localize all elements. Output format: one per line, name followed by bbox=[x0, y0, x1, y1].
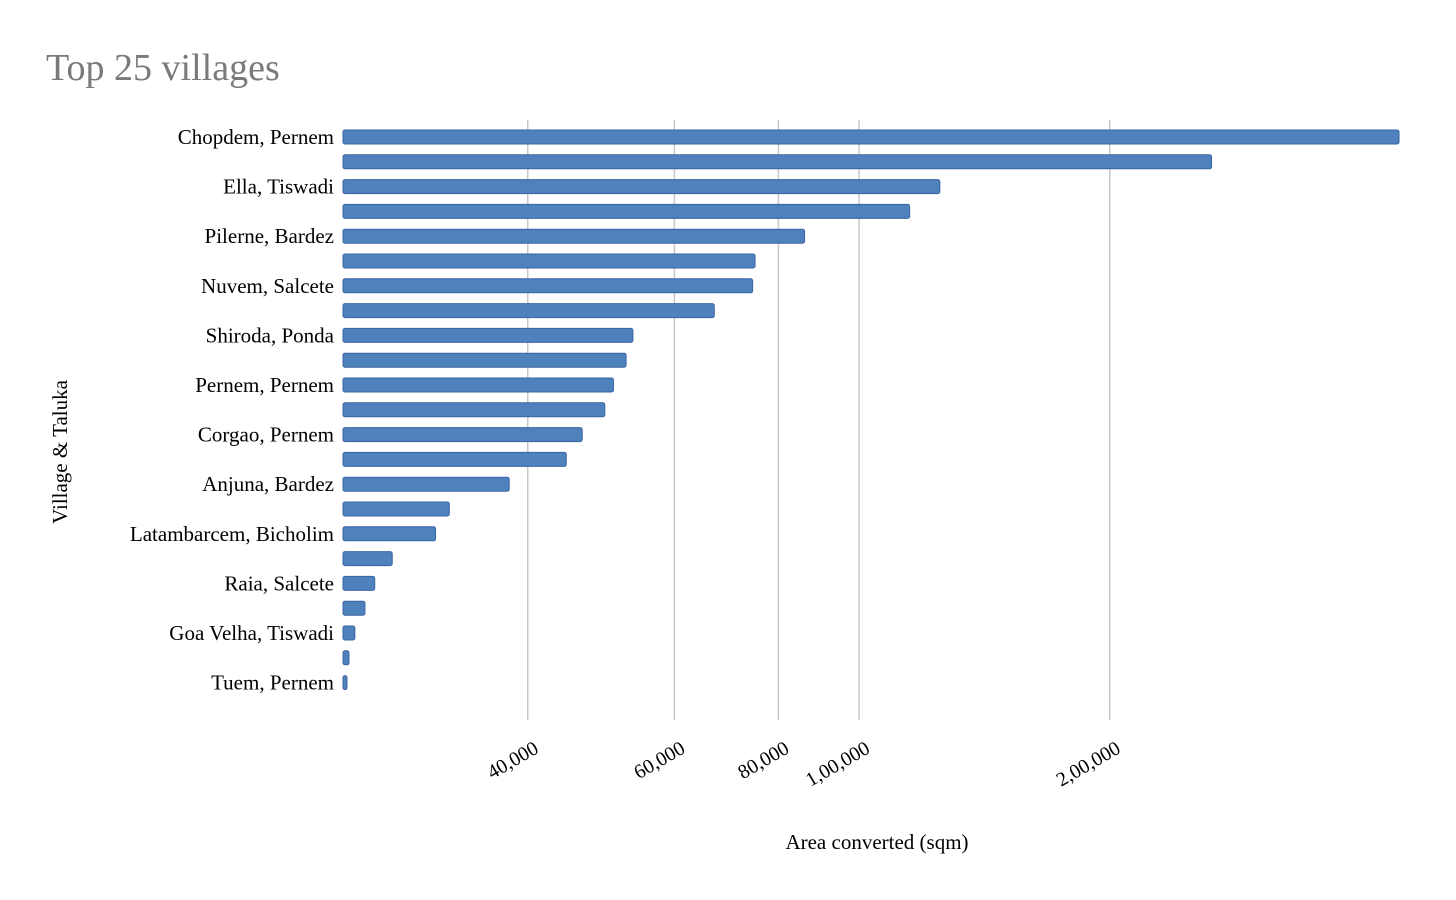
x-tick-label: 80,000 bbox=[734, 737, 793, 784]
category-label: Corgao, Pernem bbox=[198, 423, 334, 447]
x-tick-label: 1,00,000 bbox=[802, 737, 874, 791]
category-label: Pernem, Pernem bbox=[195, 373, 334, 397]
category-label: Tuem, Pernem bbox=[211, 671, 334, 695]
bar bbox=[342, 253, 756, 269]
bar bbox=[342, 625, 356, 641]
bar bbox=[342, 278, 754, 294]
category-label: Anjuna, Bardez bbox=[202, 472, 334, 496]
category-labels: Chopdem, Pernem Ella, Tiswadi Pilerne, Bar… bbox=[130, 125, 335, 695]
bar bbox=[342, 675, 348, 691]
category-label: Pilerne, Bardez bbox=[205, 224, 334, 248]
category-label: Goa Velha, Tiswadi bbox=[169, 621, 334, 645]
bar bbox=[342, 228, 806, 244]
bar bbox=[342, 203, 911, 219]
bar bbox=[342, 179, 941, 195]
gridlines bbox=[526, 120, 1111, 720]
y-axis-title: Village & Taluka bbox=[48, 379, 72, 524]
bar bbox=[342, 327, 634, 343]
bars bbox=[342, 129, 1400, 691]
x-tick-label: 40,000 bbox=[484, 737, 543, 784]
category-label: Shiroda, Ponda bbox=[206, 323, 335, 347]
category-label: Nuvem, Salcete bbox=[201, 274, 334, 298]
bar bbox=[342, 476, 510, 492]
bar bbox=[342, 526, 437, 542]
x-tick-label: 2,00,000 bbox=[1053, 737, 1125, 791]
bar bbox=[342, 402, 606, 418]
bar bbox=[342, 501, 450, 517]
bar bbox=[342, 575, 376, 591]
bar bbox=[342, 377, 614, 393]
bar bbox=[342, 551, 393, 567]
category-label: Ella, Tiswadi bbox=[223, 175, 334, 199]
category-label: Latambarcem, Bicholim bbox=[130, 522, 334, 546]
category-label: Raia, Salcete bbox=[224, 571, 334, 595]
x-tick-labels: 40,000 60,000 80,000 1,00,000 2,00,000 bbox=[484, 737, 1125, 791]
bar bbox=[342, 352, 627, 368]
bar bbox=[342, 154, 1213, 170]
bar bbox=[342, 303, 715, 319]
category-label: Chopdem, Pernem bbox=[178, 125, 334, 149]
x-tick-label: 60,000 bbox=[630, 737, 689, 784]
bar bbox=[342, 427, 583, 443]
bar bbox=[342, 451, 567, 467]
chart-title: Top 25 villages bbox=[46, 47, 280, 89]
bar bbox=[342, 129, 1400, 145]
x-axis-title: Area converted (sqm) bbox=[785, 830, 968, 854]
bar bbox=[342, 600, 366, 616]
bar bbox=[342, 650, 350, 666]
